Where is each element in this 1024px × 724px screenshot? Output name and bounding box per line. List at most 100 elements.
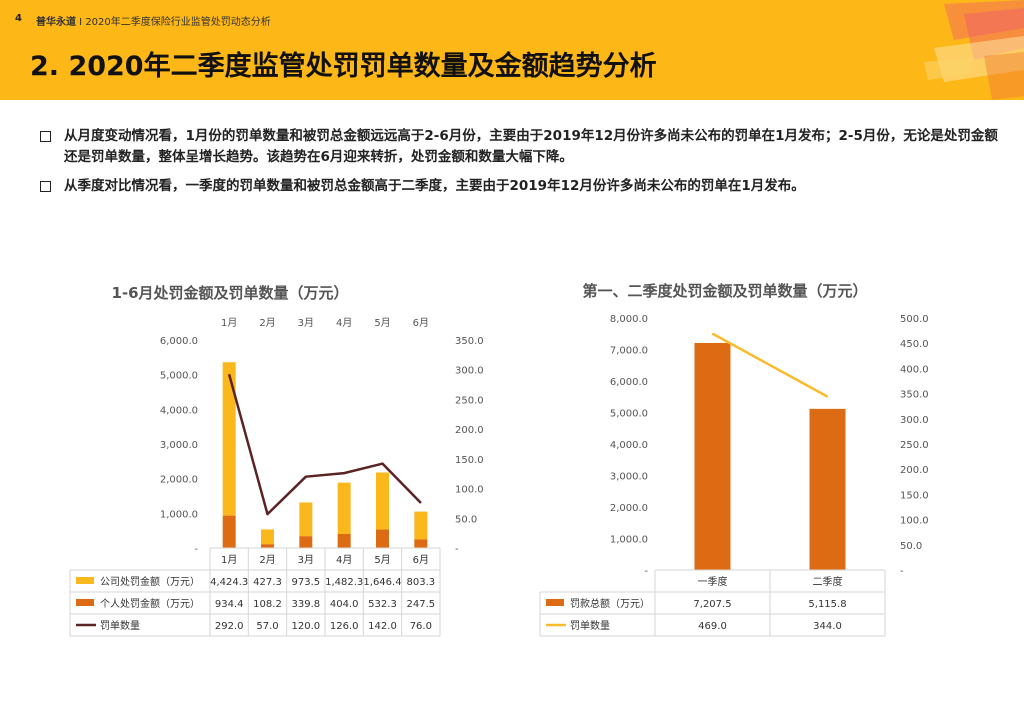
bar-personal-fine bbox=[299, 536, 313, 548]
bullet-item: 从季度对比情况看，一季度的罚单数量和被罚总金额高于二季度，主要由于2019年12… bbox=[40, 176, 1000, 197]
legend-label: 个人处罚金额（万元） bbox=[100, 597, 200, 610]
y-axis-right-tick: 450.0 bbox=[900, 339, 929, 350]
bar-company-fine bbox=[376, 472, 389, 530]
checkbox-bullet-icon bbox=[40, 131, 51, 142]
x-axis-top-tick: 4月 bbox=[336, 317, 352, 329]
table-value-cell: 57.0 bbox=[256, 621, 278, 632]
bullet-list: 从月度变动情况看，1月份的罚单数量和被罚总金额远远高于2-6月份，主要由于201… bbox=[40, 126, 1000, 205]
y-axis-right-tick: 200.0 bbox=[900, 465, 929, 476]
table-value-cell: 247.5 bbox=[407, 599, 436, 610]
x-axis-top-tick: 2月 bbox=[259, 317, 275, 329]
table-value-cell: 5,115.8 bbox=[808, 599, 846, 610]
bullet-text: 从月度变动情况看，1月份的罚单数量和被罚总金额远远高于2-6月份，主要由于201… bbox=[64, 128, 998, 165]
table-value-cell: 126.0 bbox=[330, 621, 359, 632]
y-axis-left-tick: - bbox=[644, 566, 648, 577]
y-axis-right-tick: 250.0 bbox=[455, 395, 484, 406]
point-quarter-count bbox=[712, 333, 713, 335]
y-axis-right-tick: - bbox=[455, 544, 459, 555]
bar-company-fine bbox=[261, 529, 274, 545]
bar-personal-fine bbox=[414, 539, 428, 548]
y-axis-left-tick: 7,000.0 bbox=[610, 346, 648, 357]
x-axis-top-tick: 5月 bbox=[374, 317, 390, 329]
point-ticket-count bbox=[228, 373, 230, 375]
header-decoration bbox=[924, 0, 1024, 100]
x-axis-top-tick: 6月 bbox=[413, 317, 429, 329]
point-ticket-count bbox=[343, 472, 345, 474]
table-value-cell: 7,207.5 bbox=[693, 599, 731, 610]
bullet-item: 从月度变动情况看，1月份的罚单数量和被罚总金额远远高于2-6月份，主要由于201… bbox=[40, 126, 1000, 168]
table-value-cell: 1,646.4 bbox=[363, 577, 401, 588]
y-axis-right-tick: 500.0 bbox=[900, 314, 929, 325]
table-header-cell: 1月 bbox=[221, 554, 237, 566]
table-value-cell: 404.0 bbox=[330, 599, 359, 610]
checkbox-bullet-icon bbox=[40, 181, 51, 192]
table-value-cell: 1,482.3 bbox=[325, 577, 363, 588]
slide-header: 4 普华永道 I 2020年二季度保险行业监管处罚动态分析 2. 2020年二季… bbox=[0, 0, 1024, 100]
page-number: 4 bbox=[15, 13, 22, 24]
y-axis-right-tick: 100.0 bbox=[455, 485, 484, 496]
bar-quarter-fine bbox=[809, 408, 846, 570]
table-value-cell: 532.3 bbox=[368, 599, 397, 610]
table-value-cell: 344.0 bbox=[813, 621, 842, 632]
y-axis-right-tick: 400.0 bbox=[900, 364, 929, 375]
table-value-cell: 934.4 bbox=[215, 599, 244, 610]
y-axis-left-tick: 5,000.0 bbox=[610, 409, 648, 420]
table-value-cell: 427.3 bbox=[253, 577, 282, 588]
y-axis-right-tick: 50.0 bbox=[455, 514, 477, 525]
point-ticket-count bbox=[267, 513, 268, 515]
y-axis-left-tick: 3,000.0 bbox=[610, 472, 648, 483]
bullet-text: 从季度对比情况看，一季度的罚单数量和被罚总金额高于二季度，主要由于2019年12… bbox=[64, 178, 805, 194]
y-axis-right-tick: 300.0 bbox=[900, 415, 929, 426]
y-axis-left-tick: 1,000.0 bbox=[610, 535, 648, 546]
table-value-cell: 142.0 bbox=[368, 621, 397, 632]
table-header-cell: 2月 bbox=[259, 554, 275, 566]
table-value-cell: 4,424.3 bbox=[210, 577, 248, 588]
table-header-cell: 4月 bbox=[336, 554, 352, 566]
y-axis-left-tick: 1,000.0 bbox=[160, 509, 198, 520]
table-value-cell: 973.5 bbox=[292, 577, 321, 588]
report-subtitle: 2020年二季度保险行业监管处罚动态分析 bbox=[85, 17, 271, 28]
table-value-cell: 120.0 bbox=[292, 621, 321, 632]
table-header-cell: 5月 bbox=[374, 554, 390, 566]
x-axis-top-tick: 3月 bbox=[298, 317, 314, 329]
point-ticket-count bbox=[420, 502, 422, 504]
line-quarter-count bbox=[711, 332, 829, 398]
table-value-cell: 803.3 bbox=[407, 577, 436, 588]
legend-label: 罚单数量 bbox=[100, 619, 140, 632]
bar-company-fine bbox=[222, 362, 236, 516]
y-axis-left-tick: 5,000.0 bbox=[160, 371, 198, 382]
y-axis-right-tick: 300.0 bbox=[455, 366, 484, 377]
legend-swatch bbox=[76, 577, 94, 584]
point-ticket-count bbox=[382, 463, 383, 465]
slide-title: 2. 2020年二季度监管处罚罚单数量及金额趋势分析 bbox=[30, 51, 657, 82]
table-value-cell: 292.0 bbox=[215, 621, 244, 632]
header-breadcrumb: 普华永道 I 2020年二季度保险行业监管处罚动态分析 bbox=[36, 13, 271, 28]
quarterly-penalty-chart: 第一、二季度处罚金额及罚单数量（万元） - 1,000.0 2,000.0 3,000.… bbox=[539, 282, 929, 637]
point-quarter-count bbox=[827, 396, 828, 398]
monthly-penalty-chart: 1-6月处罚金额及罚单数量（万元） - 1,000.0 2,000.0 3,000.0 4… bbox=[69, 284, 484, 637]
y-axis-right-tick: 150.0 bbox=[455, 455, 484, 466]
legend-label: 罚款总额（万元） bbox=[570, 597, 650, 610]
table-header-cell: 一季度 bbox=[698, 575, 728, 588]
bar-personal-fine bbox=[261, 544, 274, 548]
y-axis-left-tick: 2,000.0 bbox=[610, 503, 648, 514]
x-axis-top-tick: 1月 bbox=[221, 317, 237, 329]
bar-personal-fine bbox=[337, 533, 351, 548]
y-axis-left-tick: 6,000.0 bbox=[610, 377, 648, 388]
y-axis-left-tick: 8,000.0 bbox=[610, 314, 648, 325]
legend-label: 罚单数量 bbox=[570, 619, 610, 632]
brand-name: 普华永道 bbox=[36, 17, 76, 28]
chart-title: 1-6月处罚金额及罚单数量（万元） bbox=[111, 284, 348, 302]
y-axis-left-tick: - bbox=[194, 544, 198, 555]
bar-company-fine bbox=[299, 502, 313, 537]
legend-swatch bbox=[546, 599, 564, 606]
bar-quarter-fine bbox=[694, 342, 731, 570]
y-axis-right-tick: 250.0 bbox=[900, 440, 929, 451]
table-header-cell: 3月 bbox=[298, 554, 314, 566]
bar-personal-fine bbox=[376, 529, 389, 548]
table-value-cell: 108.2 bbox=[253, 599, 282, 610]
table-value-cell: 76.0 bbox=[410, 621, 432, 632]
legend-swatch bbox=[76, 599, 94, 606]
point-ticket-count bbox=[305, 476, 307, 478]
bar-company-fine bbox=[337, 482, 351, 534]
